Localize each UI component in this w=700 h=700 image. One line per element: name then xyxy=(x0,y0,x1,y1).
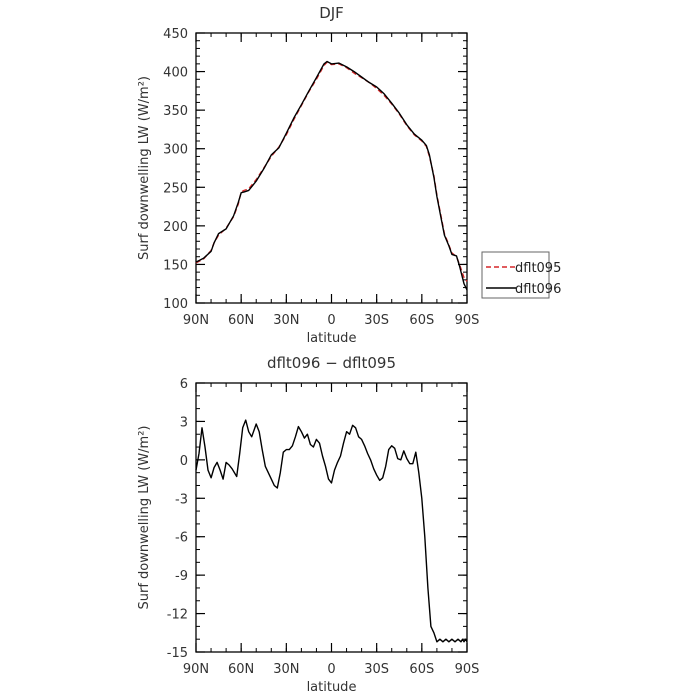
chart-panel-2 xyxy=(195,382,468,653)
x-tick-label: 60S xyxy=(409,313,434,328)
y-tick-label: 3 xyxy=(180,415,188,430)
x-tick-label: 60S xyxy=(409,662,434,677)
y-tick-label: -9 xyxy=(175,569,188,584)
y-tick-label: -12 xyxy=(167,608,188,623)
x-tick-label: 60N xyxy=(228,662,254,677)
x-axis-label: latitude xyxy=(307,680,357,695)
x-tick-label: 0 xyxy=(327,662,335,677)
x-tick-label: 60N xyxy=(228,313,254,328)
y-tick-label: 400 xyxy=(163,66,188,81)
chart-panel-1 xyxy=(195,32,468,304)
y-tick-label: 150 xyxy=(163,258,188,273)
x-tick-label: 30S xyxy=(364,313,389,328)
y-tick-label: 200 xyxy=(163,220,188,235)
x-tick-label: 30N xyxy=(273,662,299,677)
x-tick-label: 30S xyxy=(364,662,389,677)
x-tick-label: 90S xyxy=(455,313,480,328)
legend-label-dflt096: dflt096 xyxy=(515,282,561,297)
y-tick-label: -6 xyxy=(175,531,188,546)
y-tick-label: 350 xyxy=(163,104,188,119)
legend-box xyxy=(481,251,550,299)
x-axis-label: latitude xyxy=(307,331,357,346)
x-tick-label: 0 xyxy=(327,313,335,328)
y-axis-label: Surf downwelling LW (W/m²) xyxy=(137,76,152,260)
x-tick-label: 90N xyxy=(183,662,209,677)
y-tick-label: -15 xyxy=(167,646,188,661)
y-tick-label: 6 xyxy=(180,377,188,392)
chart-title: DJF xyxy=(319,4,344,22)
y-tick-label: 0 xyxy=(180,454,188,469)
x-tick-label: 90S xyxy=(455,662,480,677)
y-tick-label: 100 xyxy=(163,297,188,312)
plot-frame xyxy=(195,32,468,304)
legend: dflt095 dflt096 xyxy=(481,251,561,299)
chart-title: dflt096 − dflt095 xyxy=(267,354,396,372)
y-tick-label: 450 xyxy=(163,27,188,42)
series-line-dflt096 xyxy=(195,60,468,291)
x-tick-label: 30N xyxy=(273,313,299,328)
x-tick-label: 90N xyxy=(183,313,209,328)
legend-label-dflt095: dflt095 xyxy=(515,261,561,276)
y-tick-label: 250 xyxy=(163,181,188,196)
series-line-diff xyxy=(195,419,468,643)
y-tick-label: 300 xyxy=(163,143,188,158)
plot-frame xyxy=(195,382,468,653)
series-line-dflt095 xyxy=(195,61,468,282)
y-tick-label: -3 xyxy=(175,492,188,507)
y-axis-label: Surf downwelling LW (W/m²) xyxy=(137,426,152,610)
